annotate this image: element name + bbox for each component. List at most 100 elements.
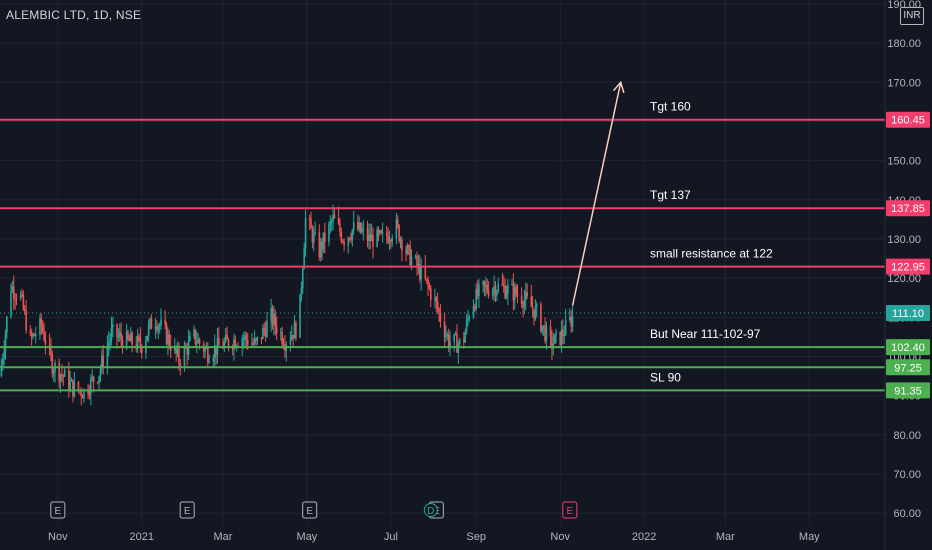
candle-body xyxy=(540,304,542,332)
candle-body xyxy=(197,339,199,344)
candle-body xyxy=(322,232,325,250)
candle-body xyxy=(0,365,3,377)
candle-body xyxy=(391,238,394,242)
candle-body xyxy=(304,218,307,249)
candle-body xyxy=(369,234,372,242)
candle-body xyxy=(168,334,171,346)
candle-body xyxy=(284,346,286,351)
arrow-shaft xyxy=(571,82,622,306)
earnings-marker[interactable] xyxy=(302,501,318,519)
candle-body xyxy=(91,376,94,379)
candle-body xyxy=(293,322,296,339)
candle-body xyxy=(551,336,553,349)
candle-body xyxy=(68,370,70,390)
candle-body xyxy=(524,292,527,300)
candle-body xyxy=(310,220,312,229)
earnings-marker-label: E xyxy=(566,506,573,517)
candle-body xyxy=(522,304,524,308)
candle-body xyxy=(351,229,354,240)
candle-body xyxy=(102,355,105,367)
candle-body xyxy=(428,285,431,289)
candle-body xyxy=(530,296,533,307)
candle-body xyxy=(295,322,297,338)
candle-body xyxy=(531,306,534,310)
candle-body xyxy=(196,343,198,345)
candle-body xyxy=(176,348,179,354)
candle-body xyxy=(343,241,345,246)
candle-body xyxy=(476,288,479,297)
candle-body xyxy=(183,347,186,366)
candle-body xyxy=(87,389,89,395)
candle-body xyxy=(388,240,391,243)
candle-body xyxy=(549,325,552,337)
horizontal-levels[interactable]: Tgt 160 Tgt 137 small resistance at 122 But… xyxy=(0,100,885,392)
candle-body xyxy=(52,371,55,374)
candle-body xyxy=(110,327,113,340)
candle-body xyxy=(483,281,486,286)
candle-body xyxy=(12,286,15,299)
candle-body xyxy=(570,316,572,327)
candle-body xyxy=(150,318,153,329)
earnings-marker[interactable] xyxy=(179,501,195,519)
candle-body xyxy=(73,381,76,397)
event-markers[interactable]: EEEEED xyxy=(50,501,578,519)
candle-body xyxy=(127,331,129,339)
candle-body xyxy=(264,329,267,337)
currency-badge[interactable]: INR xyxy=(900,7,924,25)
candle-body xyxy=(401,239,403,251)
candle-body xyxy=(520,296,523,305)
level-price-label: 160.45 xyxy=(891,115,925,127)
dividend-marker[interactable] xyxy=(423,503,438,517)
candle-body xyxy=(39,318,41,335)
price-axis[interactable]: 60.0070.0080.0090.00100.00110.00120.0013… xyxy=(886,0,930,520)
projection-arrow[interactable] xyxy=(571,80,625,306)
level-price-label: 91.35 xyxy=(894,385,922,397)
candle-body xyxy=(318,232,321,258)
candle-body xyxy=(234,339,237,348)
candle-body xyxy=(263,327,266,330)
candle-body xyxy=(456,333,458,353)
time-axis[interactable]: Nov 2021 Mar May Jul Sep Nov 2022 Mar May xyxy=(48,531,820,543)
level-note: SL 90 xyxy=(650,370,681,384)
candle-body xyxy=(273,314,275,326)
candle-body xyxy=(366,228,369,241)
candle-body xyxy=(69,381,71,390)
candle-body xyxy=(59,374,62,382)
candle-body xyxy=(439,312,442,322)
candle-body xyxy=(447,334,450,348)
candle-body xyxy=(262,327,264,340)
x-tick-label: May xyxy=(297,531,318,543)
candle-body xyxy=(275,326,278,334)
earnings-marker-label: E xyxy=(54,506,61,517)
candle-body xyxy=(487,291,490,296)
candle-body xyxy=(482,281,484,285)
candle-body xyxy=(341,240,344,242)
candle-body xyxy=(246,339,249,345)
candle-body xyxy=(270,308,272,321)
earnings-marker[interactable] xyxy=(50,501,66,519)
candle-body xyxy=(274,314,277,327)
candle-body xyxy=(43,331,45,341)
level-price-label: 122.95 xyxy=(891,262,925,274)
candle-body xyxy=(457,344,460,353)
candle-body xyxy=(189,336,191,341)
candle-body xyxy=(475,288,478,309)
candle-body xyxy=(198,339,201,344)
candle-body xyxy=(497,283,500,292)
candle-body xyxy=(368,234,370,241)
candle-body xyxy=(118,332,121,336)
candle-body xyxy=(227,339,230,348)
candle-body xyxy=(303,248,305,270)
earnings-marker[interactable] xyxy=(562,501,578,519)
candle-body xyxy=(362,228,365,231)
candle-body xyxy=(385,232,388,237)
candle-body xyxy=(410,257,413,266)
y-tick-label: 170.00 xyxy=(887,77,921,89)
candle-body xyxy=(321,241,323,250)
x-tick-label: Sep xyxy=(466,531,486,543)
candle-body xyxy=(149,318,151,325)
level-note: small resistance at 122 xyxy=(650,247,773,261)
candle-body xyxy=(407,245,410,247)
x-tick-label: May xyxy=(799,531,820,543)
